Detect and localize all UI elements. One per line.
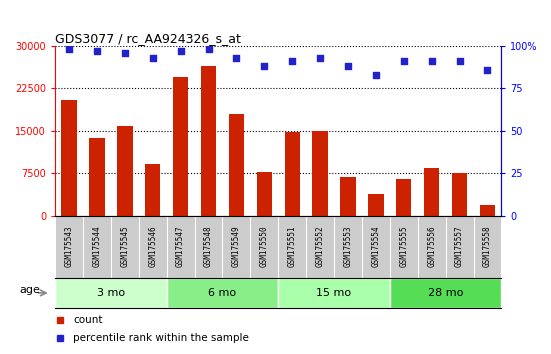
Text: 6 mo: 6 mo	[208, 288, 236, 298]
Point	[260, 64, 269, 69]
Point	[316, 55, 325, 61]
Text: GSM175548: GSM175548	[204, 225, 213, 267]
Text: GSM175555: GSM175555	[399, 225, 408, 267]
Bar	[61, 100, 77, 216]
Point	[455, 58, 464, 64]
Point	[121, 50, 129, 56]
Bar	[55, 278, 166, 308]
Bar	[424, 168, 439, 216]
Text: GSM175554: GSM175554	[371, 225, 380, 267]
Text: GSM175556: GSM175556	[427, 225, 436, 267]
Bar	[396, 179, 412, 216]
Text: 15 mo: 15 mo	[316, 288, 352, 298]
Bar	[278, 278, 390, 308]
Text: GSM175550: GSM175550	[260, 225, 269, 267]
Point	[176, 48, 185, 54]
Bar	[312, 131, 328, 216]
Bar	[89, 138, 105, 216]
Text: GDS3077 / rc_AA924326_s_at: GDS3077 / rc_AA924326_s_at	[55, 32, 241, 45]
Bar	[257, 172, 272, 216]
Text: count: count	[73, 315, 102, 325]
Text: GSM175553: GSM175553	[343, 225, 353, 267]
Point	[483, 67, 492, 73]
Text: GSM175546: GSM175546	[148, 225, 157, 267]
Bar	[284, 132, 300, 216]
Text: percentile rank within the sample: percentile rank within the sample	[73, 333, 249, 343]
Text: GSM175552: GSM175552	[316, 225, 325, 267]
Bar	[145, 164, 160, 216]
Point	[427, 58, 436, 64]
Point	[93, 48, 101, 54]
Point	[64, 47, 73, 52]
Bar	[390, 278, 501, 308]
Bar	[452, 173, 467, 216]
Text: GSM175544: GSM175544	[93, 225, 101, 267]
Point	[344, 64, 353, 69]
Text: GSM175545: GSM175545	[120, 225, 129, 267]
Point	[148, 55, 157, 61]
Bar	[229, 114, 244, 216]
Text: GSM175547: GSM175547	[176, 225, 185, 267]
Bar	[173, 77, 188, 216]
Text: GSM175558: GSM175558	[483, 225, 492, 267]
Text: GSM175549: GSM175549	[232, 225, 241, 267]
Bar	[368, 194, 383, 216]
Text: 3 mo: 3 mo	[97, 288, 125, 298]
Point	[232, 55, 241, 61]
Text: age: age	[19, 285, 40, 295]
Bar	[166, 278, 278, 308]
Point	[204, 47, 213, 52]
Bar	[341, 177, 355, 216]
Text: GSM175557: GSM175557	[455, 225, 464, 267]
Text: GSM175543: GSM175543	[64, 225, 73, 267]
Bar	[117, 126, 132, 216]
Bar	[201, 66, 216, 216]
Point	[399, 58, 408, 64]
Text: 28 mo: 28 mo	[428, 288, 463, 298]
Point	[288, 58, 296, 64]
Text: GSM175551: GSM175551	[288, 225, 296, 267]
Bar	[480, 205, 495, 216]
Point	[371, 72, 380, 78]
